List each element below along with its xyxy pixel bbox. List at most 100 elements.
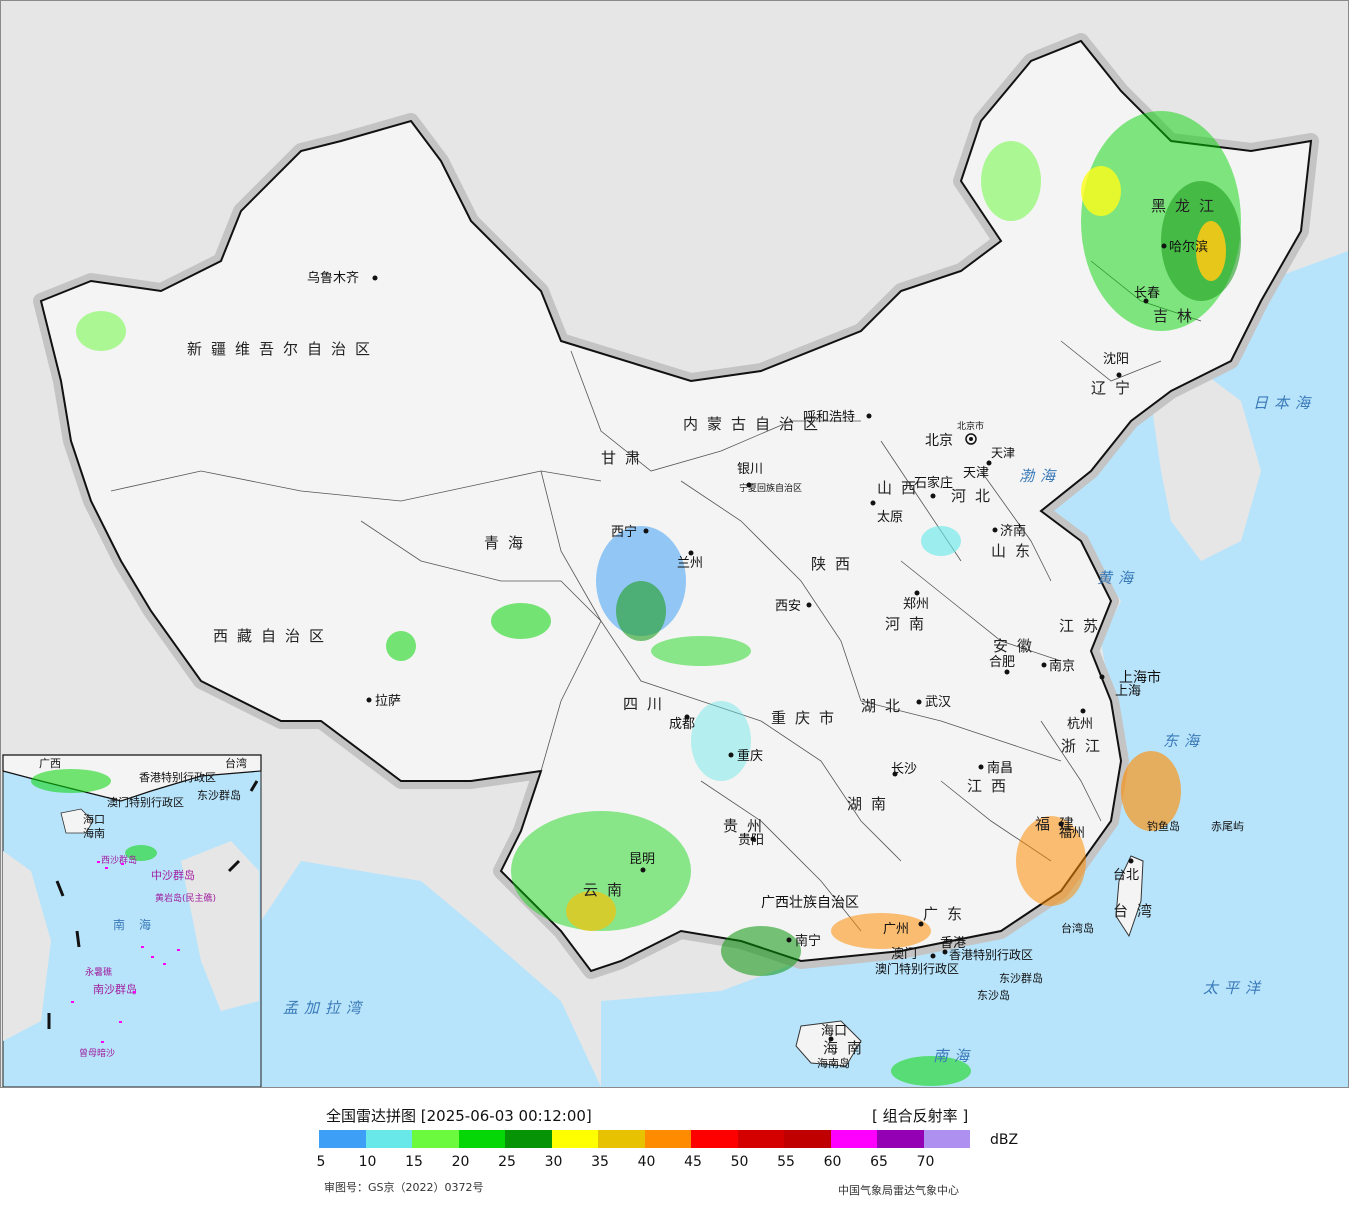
island-chiwei: 赤尾屿 [1211,820,1244,833]
label-liaoning: 辽宁 [1091,379,1139,397]
island-dongsha: 东沙岛 [977,988,1010,1002]
city-xining: 西宁 [611,524,637,540]
legend-swatch [737,1130,784,1148]
inset-label-hainan: 海南 [83,826,105,840]
city-xian: 西安 [775,599,801,614]
city-shijiazhuang: 石家庄 [914,475,953,491]
inset-label-zhongsha: 中沙群岛 [151,868,195,882]
label-guangxi: 广西壮族自治区 [761,895,859,911]
sea-bohai: 渤海 [1019,467,1061,485]
label-hubei: 湖北 [861,697,909,715]
label-macau-sar: 澳门特别行政区 [875,961,959,976]
sea-labels: 日本海 渤海 黄海 东海 南海 太平洋 孟加拉湾 [283,394,1316,1065]
sea-japan: 日本海 [1253,394,1316,412]
city-taipei: 台北 [1113,868,1139,883]
legend-tick-label: 70 [916,1154,935,1170]
label-chongqing: 重庆市 [771,709,843,727]
label-beijing-shi: 北京市 [957,420,984,432]
legend-tick-label: 60 [823,1154,842,1170]
island-taiwan: 台湾岛 [1061,921,1094,935]
city-lanzhou: 兰州 [677,556,703,571]
sea-south: 南海 [933,1047,975,1065]
inset-label-guangxi: 广西 [39,757,61,770]
sea-east: 东海 [1163,732,1205,750]
city-changchun: 长春 [1134,286,1160,301]
island-labels: 钓鱼岛 赤尾屿 东沙群岛 东沙岛 海南岛 台湾岛 [817,819,1244,1070]
legend-tick-label: 65 [870,1154,888,1170]
legend-color-bar [319,1130,970,1148]
label-hainan: 海南 [823,1039,871,1057]
city-chengdu: 成都 [669,717,695,732]
legend-swatch [412,1130,459,1148]
inset-label-zengmu: 曾母暗沙 [79,1047,115,1059]
legend-panel: 全国雷达拼图 [2025-06-03 00:12:00] [ 组合反射率 ] d… [0,1088,1349,1208]
city-chongqing: 重庆 [737,748,763,764]
label-sichuan: 四川 [623,695,671,713]
legend-swatch [551,1130,598,1148]
city-zhengzhou: 郑州 [903,597,929,612]
label-shanxi: 山西 [877,479,925,497]
sea-area-east [601,301,1348,1087]
city-haikou: 海口 [821,1024,847,1039]
city-nanchang: 南昌 [987,760,1013,776]
legend-tick-label: 25 [498,1154,516,1170]
label-neimenggu: 内蒙古自治区 [683,415,827,433]
city-nanjing: 南京 [1049,658,1075,674]
city-guiyang: 贵阳 [738,833,764,848]
city-guangzhou: 广州 [883,922,909,937]
china-radar-map-svg: 新疆维吾尔自治区 西藏自治区 青海 甘肃 内蒙古自治区 黑龙江 吉林 辽宁 河北… [2,33,1348,1087]
city-tianjin: 天津 [963,466,989,481]
city-lhasa: 拉萨 [375,694,401,709]
city-nanning: 南宁 [795,933,821,949]
legend-tick-label: 35 [591,1154,609,1170]
legend-unit: dBZ [990,1132,1019,1148]
label-henan: 河南 [885,615,933,633]
sea-area-bay-of-bengal [261,861,601,1087]
city-jinan: 济南 [1000,523,1026,539]
legend-tick-label: 40 [637,1154,656,1170]
inset-label-taiwan: 台湾 [225,756,247,770]
inset-label-huangyan: 黄岩岛(民主礁) [155,892,216,904]
city-yinchuan: 银川 [737,462,763,477]
city-wuhan: 武汉 [925,695,951,710]
south-china-sea-inset: 广西 香港特别行政区 澳门特别行政区 台湾 海口 海南 东沙群岛 中沙群岛 黄岩… [2,754,262,1087]
legend-title: 全国雷达拼图 [2025-06-03 00:12:00] [326,1107,592,1125]
label-jiangsu: 江苏 [1059,617,1107,635]
legend-tick-label: 45 [684,1154,702,1170]
label-shaanxi: 陕西 [811,555,859,573]
legend-tick-label: 15 [405,1154,423,1170]
label-hongkong-sar: 香港特别行政区 [949,947,1033,962]
sea-pacific: 太平洋 [1203,979,1266,997]
legend-tick-label: 20 [451,1154,470,1170]
legend-swatch [598,1130,645,1148]
city-labels: 乌鲁木齐 拉萨 西宁 兰州 银川 呼和浩特 北京 天津 石家庄 太原 济南 郑州… [307,239,1208,1042]
map-license-number: 审图号：GS京（2022）0372号 [324,1181,484,1194]
city-fuzhou: 福州 [1059,826,1085,841]
label-gansu: 甘肃 [601,449,649,467]
label-hebei: 河北 [951,487,999,505]
radar-echoes [76,111,1241,1086]
city-shenyang: 沈阳 [1103,352,1129,367]
inset-label-hk-sar: 香港特别行政区 [139,770,216,784]
legend-swatch [458,1130,505,1148]
korea-land [1151,371,1261,561]
province-boundaries [110,260,1202,932]
inset-label-nansha: 南沙群岛 [93,982,137,996]
legend-tick-label: 10 [358,1154,377,1170]
legend-swatch [319,1130,366,1148]
legend-swatch [644,1130,691,1148]
label-shandong: 山东 [991,542,1039,560]
label-jiangxi: 江西 [967,777,1015,795]
city-hongkong: 香港 [940,936,966,951]
city-shanghai: 上海 [1115,684,1141,699]
inset-label-south-sea: 南海 [113,917,165,932]
island-dongsha-group: 东沙群岛 [999,971,1043,985]
legend-swatch [830,1130,877,1148]
legend-tick-label: 5 [316,1154,326,1170]
legend-swatch [877,1130,924,1148]
legend-swatch [365,1130,412,1148]
data-source: 中国气象局雷达气象中心 [838,1184,959,1197]
label-qinghai: 青海 [484,534,532,552]
inset-label-dongsha: 东沙群岛 [197,788,241,802]
inset-label-yongshu: 永暑礁 [85,966,112,978]
